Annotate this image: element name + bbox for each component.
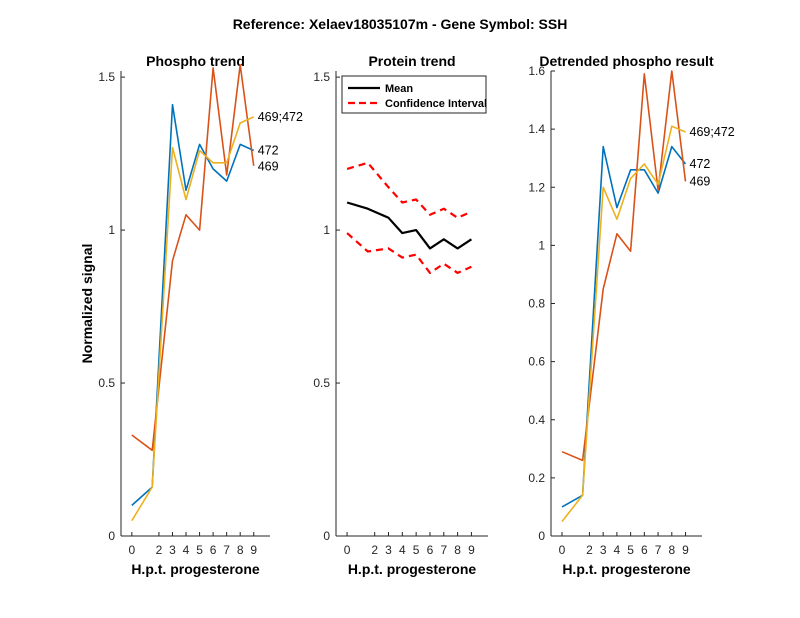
y-tick-label: 1.5: [98, 70, 115, 84]
y-tick-label: 0.5: [313, 376, 330, 390]
x-tick-label: 0: [128, 543, 135, 557]
y-tick-label: 0: [323, 529, 330, 543]
legend-box: [341, 75, 487, 114]
panel-title: Detrended phospho result: [539, 53, 714, 69]
y-tick-label: 0.5: [98, 376, 115, 390]
y-tick-label: 1.2: [528, 180, 545, 194]
y-tick-label: 0: [538, 529, 545, 543]
panel-1: Phospho trend 0 2 3 4 5 6 7 8 9 0 0.5 1 1.5 H.p.t. pro…: [79, 53, 303, 577]
y-tick-label: 0.2: [528, 471, 545, 485]
y-axis-label: Normalized signal: [79, 244, 95, 364]
x-tick-label: 3: [385, 543, 392, 557]
x-tick-label: 3: [600, 543, 607, 557]
y-tick-label: 1: [323, 223, 330, 237]
x-axis-label: H.p.t. progesterone: [131, 561, 260, 577]
x-tick-label: 8: [454, 543, 461, 557]
x-tick-label: 9: [468, 543, 475, 557]
x-tick-label: 5: [196, 543, 203, 557]
series-line-472: [561, 145, 687, 508]
x-tick-label: 0: [344, 543, 351, 557]
x-tick-label: 3: [169, 543, 176, 557]
series-line-upper-ci: [346, 161, 472, 219]
x-tick-label: 5: [413, 543, 420, 557]
x-tick-label: 4: [614, 543, 621, 557]
x-tick-label: 4: [183, 543, 190, 557]
y-tick-label: 1: [108, 223, 115, 237]
panel-title: Protein trend: [368, 53, 455, 69]
x-tick-label: 5: [627, 543, 634, 557]
x-axis-label: H.p.t. progesterone: [562, 561, 691, 577]
series-line-469: [131, 64, 255, 452]
x-tick-label: 7: [440, 543, 447, 557]
x-tick-label: 8: [237, 543, 244, 557]
series-end-label: 469: [690, 174, 711, 188]
y-tick-label: 0.8: [528, 297, 545, 311]
y-tick-label: 0.4: [528, 413, 545, 427]
y-tick-label: 0.6: [528, 355, 545, 369]
panel-title: Phospho trend: [146, 53, 245, 69]
x-tick-label: 6: [210, 543, 217, 557]
y-tick-label: 1: [538, 238, 545, 252]
series-line-472: [131, 103, 255, 506]
x-tick-label: 8: [668, 543, 675, 557]
series-line-469-472: [131, 116, 255, 522]
panel-3: Detrended phospho result 0 2 3 4 5 6 7 8 9 0 0.2 0.4…: [528, 53, 734, 577]
series-end-label: 469: [258, 160, 279, 174]
y-tick-label: 1.4: [528, 122, 545, 136]
x-tick-label: 2: [371, 543, 378, 557]
x-tick-label: 2: [156, 543, 163, 557]
series-line-lower-ci: [346, 232, 472, 274]
legend: Mean Confidence Interval: [341, 75, 487, 114]
x-tick-label: 6: [641, 543, 648, 557]
y-tick-label: 1.6: [528, 64, 545, 78]
x-tick-label: 6: [427, 543, 434, 557]
panel-2: Protein trend 0 2 3 4 5 6 7 8 9 0 0.5 1 1.5 H.p.t. pro…: [313, 53, 488, 577]
x-tick-label: 4: [399, 543, 406, 557]
series-line-469-472: [561, 125, 686, 522]
series-end-label: 472: [258, 144, 279, 158]
series-line-mean: [346, 201, 473, 250]
legend-entry: Confidence Interval: [385, 98, 487, 110]
series-end-label: 469;472: [258, 110, 303, 124]
x-tick-label: 0: [559, 543, 566, 557]
x-tick-label: 2: [586, 543, 593, 557]
x-tick-label: 9: [250, 543, 257, 557]
legend-entry: Mean: [385, 83, 413, 95]
x-tick-label: 7: [223, 543, 230, 557]
y-tick-label: 1.5: [313, 70, 330, 84]
series-end-label: 469;472: [690, 125, 735, 139]
x-tick-label: 7: [655, 543, 662, 557]
series-end-label: 472: [690, 157, 711, 171]
y-tick-label: 0: [108, 529, 115, 543]
figure-title: Reference: Xelaev18035107m - Gene Symbol…: [233, 16, 568, 32]
x-tick-label: 9: [682, 543, 689, 557]
x-axis-label: H.p.t. progesterone: [348, 561, 477, 577]
series-line-469: [561, 70, 687, 462]
